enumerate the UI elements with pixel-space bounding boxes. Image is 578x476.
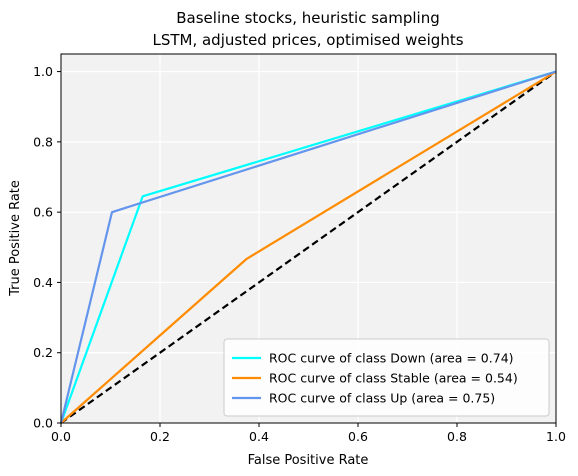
legend-label: ROC curve of class Stable (area = 0.54) bbox=[269, 371, 518, 386]
chance-diagonal-line bbox=[60, 70, 557, 424]
chart-title: Baseline stocks, heuristic sampling bbox=[176, 9, 439, 27]
y-axis-ticks: 0.0 0.2 0.4 0.6 0.8 1.0 bbox=[33, 64, 61, 431]
x-tick-label: 0.4 bbox=[249, 429, 269, 444]
x-tick-label: 0.8 bbox=[447, 429, 467, 444]
x-tick-label: 0.0 bbox=[51, 429, 71, 444]
y-axis-label: True Positive Rate bbox=[8, 180, 23, 297]
x-axis-label: False Positive Rate bbox=[248, 453, 369, 468]
roc-series bbox=[59, 70, 557, 424]
y-tick-label: 0.2 bbox=[33, 345, 53, 360]
roc-curve-1 bbox=[60, 70, 557, 424]
legend: ROC curve of class Down (area = 0.74) ROC… bbox=[223, 338, 550, 417]
roc-curve-2 bbox=[59, 70, 557, 424]
plot-frame bbox=[60, 53, 557, 424]
legend-label: ROC curve of class Up (area = 0.75) bbox=[269, 391, 495, 406]
y-tick-label: 0.6 bbox=[33, 205, 53, 220]
reference-diagonal bbox=[60, 70, 557, 424]
y-tick-label: 0.0 bbox=[33, 416, 53, 431]
y-tick-label: 1.0 bbox=[33, 64, 53, 79]
x-tick-label: 1.0 bbox=[546, 429, 566, 444]
x-tick-label: 0.6 bbox=[348, 429, 368, 444]
x-axis-ticks: 0.0 0.2 0.4 0.6 0.8 1.0 bbox=[51, 423, 566, 444]
y-tick-label: 0.8 bbox=[33, 134, 53, 149]
roc-curve-0 bbox=[59, 70, 557, 424]
chart-subtitle: LSTM, adjusted prices, optimised weights bbox=[152, 31, 463, 49]
grid-lines bbox=[60, 54, 557, 424]
y-tick-label: 0.4 bbox=[33, 275, 53, 290]
legend-box bbox=[223, 338, 550, 417]
legend-label: ROC curve of class Down (area = 0.74) bbox=[269, 351, 514, 366]
x-tick-label: 0.2 bbox=[150, 429, 170, 444]
